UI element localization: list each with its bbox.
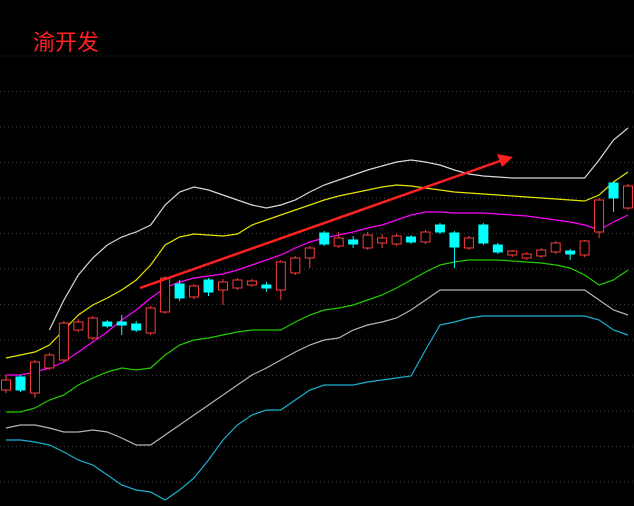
candle-body bbox=[174, 283, 185, 299]
candle-body bbox=[29, 361, 40, 394]
candle-body bbox=[623, 185, 633, 209]
candle-body bbox=[304, 247, 315, 259]
trend-arrow bbox=[139, 154, 513, 290]
candle-body bbox=[275, 261, 286, 291]
candle-body bbox=[145, 307, 156, 334]
candle-body bbox=[116, 321, 127, 326]
candle-body bbox=[434, 224, 445, 233]
candle-body bbox=[565, 250, 576, 255]
candle-body bbox=[189, 285, 200, 298]
indicator-line bbox=[6, 211, 629, 376]
candle-body bbox=[608, 182, 619, 199]
candle-body bbox=[217, 281, 228, 291]
candle-body bbox=[261, 284, 272, 289]
candle-body bbox=[594, 199, 605, 233]
candle-body bbox=[420, 231, 431, 243]
candle-body bbox=[507, 250, 518, 256]
candle-body bbox=[44, 354, 55, 369]
candle-body bbox=[463, 237, 474, 249]
candle-body bbox=[1, 379, 11, 391]
indicator-line bbox=[6, 259, 629, 413]
candle-body bbox=[536, 249, 547, 257]
indicator-line bbox=[5, 171, 629, 359]
candle-body bbox=[377, 237, 388, 244]
candle-body bbox=[232, 279, 243, 289]
candle-body bbox=[15, 376, 26, 391]
candle-body bbox=[521, 253, 532, 259]
candle-body bbox=[58, 322, 69, 361]
chart-title: 渝开发 bbox=[33, 31, 99, 56]
arrow-shaft bbox=[139, 159, 501, 290]
candle-body bbox=[333, 237, 344, 247]
indicator-lines bbox=[5, 127, 629, 501]
candle-body bbox=[73, 321, 84, 331]
indicator-line bbox=[6, 315, 629, 501]
candles bbox=[1, 181, 633, 398]
candle-body bbox=[246, 280, 257, 286]
candle-body bbox=[478, 224, 489, 244]
candle-body bbox=[203, 279, 214, 293]
indicator-line bbox=[48, 127, 629, 331]
grid bbox=[0, 55, 634, 483]
indicator-line bbox=[5, 289, 629, 446]
candle-body bbox=[160, 277, 171, 313]
candle-body bbox=[391, 235, 402, 245]
candle-body bbox=[492, 244, 503, 253]
candle-body bbox=[449, 232, 460, 248]
candle-body bbox=[550, 242, 561, 253]
candle-body bbox=[87, 317, 98, 339]
candle-body bbox=[319, 232, 330, 245]
candle-body bbox=[102, 321, 113, 327]
arrow-head bbox=[497, 154, 513, 167]
candle-body bbox=[131, 323, 142, 331]
candle-body bbox=[579, 240, 590, 256]
candle-body bbox=[406, 236, 417, 243]
candle-body bbox=[348, 239, 359, 245]
candle-body bbox=[290, 257, 301, 274]
candle-body bbox=[362, 234, 373, 249]
